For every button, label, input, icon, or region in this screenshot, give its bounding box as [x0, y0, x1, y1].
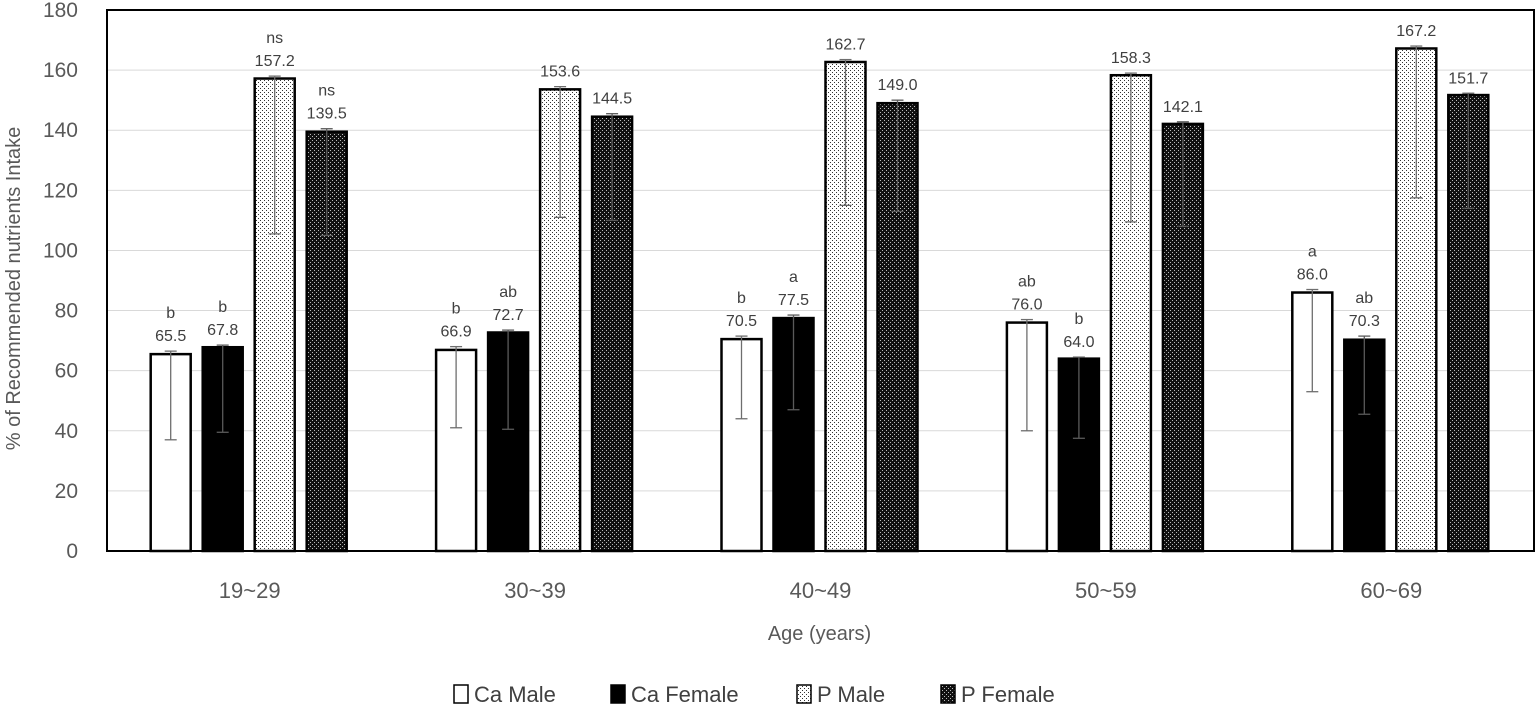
- significance-label: a: [789, 269, 798, 286]
- significance-label: b: [737, 290, 746, 307]
- y-axis-label: % of Recommended nutrients Intake: [3, 127, 25, 451]
- legend-swatch: [940, 684, 956, 704]
- y-tick-label: 120: [43, 179, 78, 202]
- y-axis-ticks: 0 20 40 60 80 100 120 140 160 180: [43, 0, 78, 563]
- data-label: 66.9: [441, 324, 472, 341]
- legend-label: P Female: [961, 682, 1055, 707]
- data-label: 157.2: [255, 53, 295, 70]
- legend-label: Ca Male: [474, 682, 556, 707]
- y-tick-label: 160: [43, 59, 78, 82]
- y-tick-label: 100: [43, 239, 78, 262]
- significance-label: ns: [318, 83, 335, 100]
- y-tick-label: 20: [55, 480, 78, 503]
- legend-swatch: [453, 684, 469, 704]
- data-label: 70.3: [1349, 313, 1380, 330]
- significance-label: a: [1308, 244, 1317, 261]
- data-label: 167.2: [1396, 23, 1436, 40]
- y-tick-label: 180: [43, 0, 78, 22]
- data-label: 86.0: [1297, 267, 1328, 284]
- data-label: 162.7: [825, 37, 865, 54]
- legend-label: P Male: [817, 682, 885, 707]
- data-label: 144.5: [592, 91, 632, 108]
- significance-label: ns: [266, 30, 283, 47]
- data-label: 139.5: [307, 106, 347, 123]
- bar: [434, 348, 478, 553]
- x-tick-label: 60~69: [1360, 578, 1422, 603]
- data-label: 142.1: [1163, 99, 1203, 116]
- significance-label: b: [218, 299, 227, 316]
- data-label: 65.5: [155, 328, 186, 345]
- significance-label: ab: [1355, 290, 1373, 307]
- data-label: 149.0: [877, 77, 917, 94]
- x-axis-label: Age (years): [768, 623, 871, 645]
- data-label: 153.6: [540, 64, 580, 81]
- significance-label: ab: [499, 284, 517, 301]
- x-tick-label: 50~59: [1075, 578, 1137, 603]
- x-tick-label: 30~39: [504, 578, 566, 603]
- legend-swatch: [610, 684, 626, 704]
- significance-label: b: [1074, 311, 1083, 328]
- data-label: 64.0: [1063, 334, 1094, 351]
- y-tick-label: 140: [43, 119, 78, 142]
- x-tick-label: 40~49: [790, 578, 852, 603]
- legend-swatch: [796, 684, 812, 704]
- legend-label: Ca Female: [631, 682, 739, 707]
- y-tick-label: 60: [55, 360, 78, 383]
- plot-frame: [106, 9, 1535, 552]
- data-label: 72.7: [493, 307, 524, 324]
- y-tick-label: 40: [55, 420, 78, 443]
- x-tick-label: 19~29: [219, 578, 281, 603]
- x-axis-ticks: 19~29 30~39 40~49 50~59 60~69: [219, 578, 1422, 603]
- legend: Ca Male Ca Female P Male P Female: [453, 682, 1055, 707]
- bar: [1005, 321, 1049, 553]
- significance-label: b: [452, 301, 461, 318]
- y-tick-label: 0: [66, 540, 78, 563]
- y-tick-label: 80: [55, 300, 78, 323]
- significance-label: b: [166, 305, 175, 322]
- data-label: 76.0: [1011, 297, 1042, 314]
- data-label: 67.8: [207, 322, 238, 339]
- significance-label: ab: [1018, 274, 1036, 291]
- data-label: 70.5: [726, 313, 757, 330]
- data-label: 77.5: [778, 292, 809, 309]
- data-label: 158.3: [1111, 50, 1151, 67]
- data-label: 151.7: [1448, 70, 1488, 87]
- bar: [253, 77, 296, 553]
